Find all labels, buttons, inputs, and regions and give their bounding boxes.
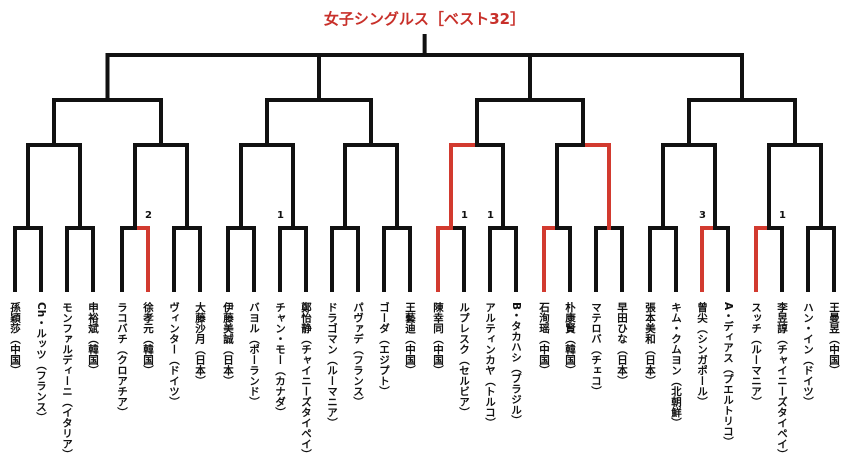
player-name: 鄭怡静（チャイニーズタイペイ） <box>300 302 312 460</box>
player-name: B・タカハシ（ブラジル） <box>510 302 522 426</box>
player-name: 大藤沙月（日本） <box>194 302 206 386</box>
player-name: ゴーダ（エジプト） <box>378 302 390 397</box>
player-name: 朴康賢（韓国） <box>564 302 576 376</box>
player-name: アルティンカヤ（トルコ） <box>484 302 496 428</box>
player-name: 李昱諄（チャイニーズタイペイ） <box>776 302 788 460</box>
player-name: A・ディアス（プエルトリコ） <box>722 302 734 447</box>
player-name: マテロバ（チェコ） <box>590 302 602 397</box>
seed-number: 2 <box>145 210 152 221</box>
player-name: 徐孝元（韓国） <box>142 302 154 376</box>
seed-number: 1 <box>487 210 494 221</box>
seed-number: 1 <box>779 210 786 221</box>
player-name: モンファルディーニ（イタリア） <box>61 302 73 460</box>
player-name: 張本美和（日本） <box>644 302 656 386</box>
player-name: ヴィンター（ドイツ） <box>168 302 180 407</box>
player-name: ハン・イン（ドイツ） <box>802 302 814 407</box>
player-name: 陳幸同（中国） <box>432 302 444 376</box>
player-name: ラコバチ（クロアチア） <box>116 302 128 418</box>
player-name: ドラゴマン（ルーマニア） <box>326 302 338 428</box>
player-name: ルプレスク（セルビア） <box>458 302 470 418</box>
player-name: パヴァデ（フランス） <box>352 302 364 407</box>
player-name: 王藝迪（中国） <box>404 302 416 376</box>
seed-number: 3 <box>699 210 706 221</box>
player-name: 早田ひな（日本） <box>616 302 628 386</box>
player-name: バヨル（ポーランド） <box>248 302 260 407</box>
bracket-title: 女子シングルス［ベスト32］ <box>323 10 526 28</box>
player-name: 孫穎莎（中国） <box>9 302 21 376</box>
seed-number: 1 <box>277 210 284 221</box>
seed-number: 1 <box>461 210 468 221</box>
player-name: チャン・モー（カナダ） <box>274 302 286 418</box>
player-name: 申裕斌（韓国） <box>87 302 99 376</box>
player-name: 石洵瑶（中国） <box>538 302 550 376</box>
player-name: 王曼昱（中国） <box>828 302 840 376</box>
player-name: スッチ（ルーマニア） <box>750 302 762 407</box>
player-name: 伊藤美誠（日本） <box>222 302 234 386</box>
player-name: キム・クムヨン（北朝鮮） <box>670 302 682 428</box>
player-name: 曾尖（シンガポール） <box>696 302 708 407</box>
player-name: Ch・ルッツ（フランス） <box>35 302 47 423</box>
